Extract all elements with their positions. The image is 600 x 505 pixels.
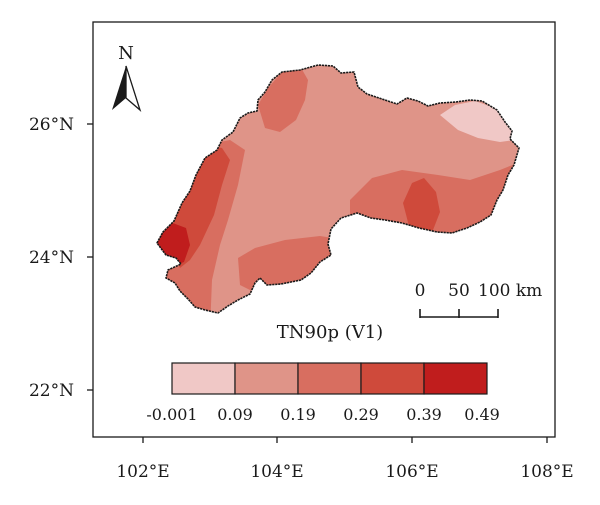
x-tick-label-106: 106°E — [385, 462, 438, 482]
legend-label-3: 0.19 — [280, 405, 316, 424]
legend-swatch-1 — [171, 362, 236, 395]
legend-label-5: 0.39 — [406, 405, 442, 424]
legend-swatch-2 — [234, 362, 299, 395]
legend-swatch-4 — [360, 362, 425, 395]
legend-label-6: 0.49 — [464, 405, 500, 424]
x-tick-label-102: 102°E — [116, 462, 169, 482]
y-tick-label-24: 24°N — [29, 248, 74, 268]
y-tick-label-26: 26°N — [29, 115, 74, 135]
north-label: N — [118, 43, 134, 64]
legend-swatch-3 — [297, 362, 362, 395]
zone-west-peak — [157, 222, 190, 268]
zone-north-lobe — [258, 66, 308, 132]
x-tick-label-104: 104°E — [250, 462, 303, 482]
x-axis-ticks — [142, 437, 548, 443]
scale-bar: 0 50 100 km — [415, 281, 542, 318]
north-arrow-icon — [112, 66, 126, 110]
legend: -0.001 0.09 0.19 0.29 0.39 0.49 — [146, 362, 500, 424]
legend-swatch-5 — [423, 362, 488, 395]
zone-northeast-low — [440, 101, 515, 142]
legend-label-2: 0.09 — [217, 405, 253, 424]
legend-label-4: 0.29 — [343, 405, 379, 424]
variable-title: TN90p (V1) — [277, 322, 383, 343]
north-arrow: N — [112, 43, 142, 112]
region-outline — [156, 64, 520, 314]
y-tick-label-22: 22°N — [29, 381, 74, 401]
y-axis-ticks — [87, 123, 93, 391]
scale-label-0: 0 — [415, 281, 426, 301]
plot-frame — [92, 21, 556, 438]
scale-label-100: 100 km — [478, 281, 542, 301]
legend-label-1: -0.001 — [146, 405, 197, 424]
x-tick-label-108: 108°E — [520, 462, 573, 482]
zone-east-peak — [403, 178, 440, 230]
scale-label-50: 50 — [448, 281, 470, 301]
